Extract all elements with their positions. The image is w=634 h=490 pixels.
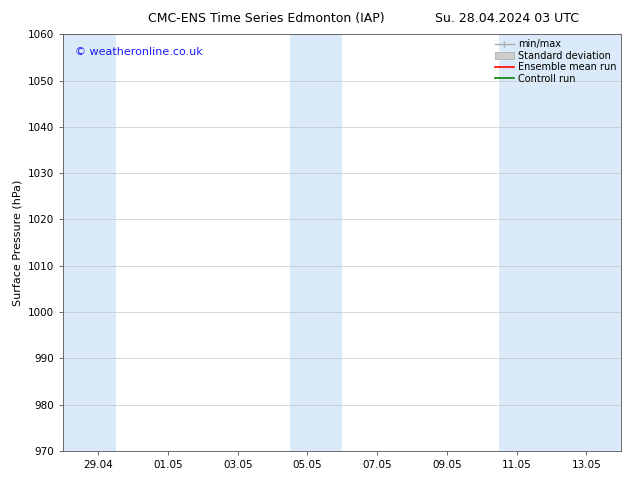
Y-axis label: Surface Pressure (hPa): Surface Pressure (hPa): [13, 179, 23, 306]
Bar: [290, 34, 342, 451]
Text: Su. 28.04.2024 03 UTC: Su. 28.04.2024 03 UTC: [435, 12, 579, 25]
Legend: min/max, Standard deviation, Ensemble mean run, Controll run: min/max, Standard deviation, Ensemble me…: [493, 37, 618, 85]
Text: © weatheronline.co.uk: © weatheronline.co.uk: [75, 47, 202, 57]
Bar: [63, 34, 115, 451]
Text: CMC-ENS Time Series Edmonton (IAP): CMC-ENS Time Series Edmonton (IAP): [148, 12, 385, 25]
Bar: [500, 34, 621, 451]
